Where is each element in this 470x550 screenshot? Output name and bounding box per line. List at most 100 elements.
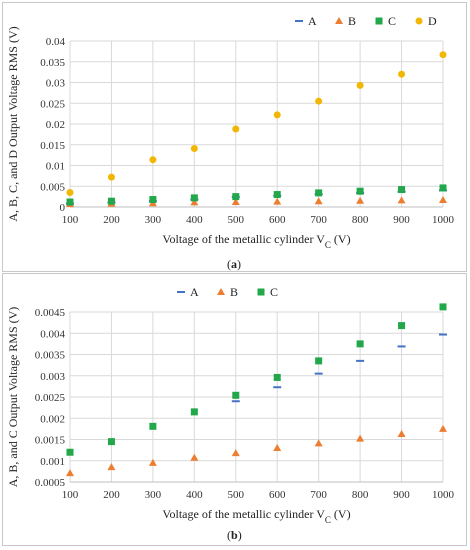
series-c-point	[398, 322, 406, 330]
series-a-point	[397, 345, 406, 348]
y-tick-label: 0.0015	[35, 435, 66, 447]
y-tick-label: 0.01	[46, 161, 65, 173]
series-c-point	[356, 340, 364, 348]
series-d-point	[190, 144, 198, 152]
caption-a-letter: a	[231, 257, 237, 271]
chart-a-svg: 0 0.005 0.01 0.015 0.02 0.025 0.03 0.035 0.04 100…	[6, 14, 455, 250]
legend-marker-a	[177, 291, 185, 293]
legend-label-d: D	[428, 14, 437, 28]
series-d-point	[232, 125, 240, 133]
x-tick-label: 500	[228, 489, 245, 501]
series-b-point	[66, 469, 74, 477]
series-d-point	[107, 173, 115, 181]
series-c-point	[439, 184, 447, 192]
series-d-point	[398, 70, 406, 78]
x-axis-title-unit: (V)	[331, 232, 351, 246]
y-tick-label: 0.0025	[35, 392, 66, 404]
series-a-point	[273, 386, 282, 389]
y-tick-label: 0.03	[46, 78, 66, 90]
y-tick-label: 0.002	[40, 413, 65, 425]
series-c-point	[315, 189, 323, 197]
series-b-point	[356, 196, 365, 204]
y-tick-label: 0.035	[40, 57, 65, 69]
series-c-point	[315, 357, 323, 365]
x-tick-label: 300	[145, 214, 162, 226]
series-b-point	[107, 463, 116, 471]
series-b-point	[148, 458, 157, 466]
caption-b: (b)	[227, 528, 242, 542]
series-d-point	[66, 188, 74, 196]
series-d-point	[273, 111, 281, 119]
x-tick-label: 700	[310, 214, 327, 226]
x-axis-title-subscript: C	[325, 240, 331, 250]
series-c-point	[66, 198, 74, 206]
y-tick-label: 0.004	[40, 328, 65, 340]
series-d-point	[149, 156, 157, 164]
y-tick-label: 0	[60, 202, 66, 214]
x-tick-label: 100	[62, 214, 79, 226]
series-b-point	[314, 439, 323, 447]
series-a-point	[439, 333, 447, 336]
x-tick-label: 500	[228, 214, 245, 226]
series-b-point	[439, 424, 447, 432]
x-tick-label: 600	[269, 214, 286, 226]
series-c-point	[107, 438, 115, 446]
x-axis-title: Voltage of the metallic cylinder VC (V)	[162, 232, 350, 250]
y-axis-title: A, B, C, and D Output Voltage RMS (V)	[6, 26, 20, 221]
series-d-point	[439, 51, 447, 59]
series-c-point	[232, 391, 240, 399]
y-tick-label: 0.001	[40, 456, 65, 468]
series-c-point	[107, 197, 115, 205]
series-b-point	[397, 196, 406, 204]
series-c-point	[398, 186, 406, 194]
series-b-point	[397, 429, 406, 437]
caption-a: (a)	[227, 257, 241, 271]
x-tick-label: 800	[352, 489, 369, 501]
x-tick-label: 200	[103, 214, 120, 226]
caption-b-letter: b	[231, 528, 238, 542]
series-b-point	[273, 197, 282, 205]
series-b-point	[190, 198, 199, 206]
series-b-point	[231, 198, 240, 206]
series-a-point	[231, 400, 240, 403]
legend-marker-c	[375, 17, 383, 25]
legend-label-c: C	[270, 285, 278, 299]
series-c-point	[149, 422, 157, 430]
y-tick-label: 0.005	[40, 181, 65, 193]
series-c-point	[273, 191, 281, 199]
series-c-point	[273, 373, 281, 381]
x-tick-label: 400	[186, 489, 203, 501]
series-a-point	[356, 359, 365, 362]
series-b-point	[273, 444, 282, 451]
x-tick-label: 900	[393, 489, 410, 501]
chart-panel-a: 0 0.005 0.01 0.015 0.02 0.025 0.03 0.035 0.04 100…	[2, 2, 467, 272]
series-b-point	[231, 449, 240, 457]
x-tick-label: 600	[269, 489, 286, 501]
x-axis-title-main: Voltage of the metallic cylinder V	[162, 232, 325, 246]
x-tick-label: 1000	[432, 489, 455, 501]
x-axis-title-main: Voltage of the metallic cylinder V	[162, 507, 325, 521]
x-tick-label: 700	[310, 489, 327, 501]
x-axis-title-unit: (V)	[331, 507, 351, 521]
y-tick-label: 0.003	[40, 371, 65, 383]
legend-marker-c	[257, 288, 265, 296]
x-tick-label: 100	[62, 489, 79, 501]
series-b-point	[356, 434, 365, 442]
legend-marker-b	[217, 288, 225, 295]
series-b-point	[190, 453, 199, 461]
series-c-point	[190, 194, 198, 202]
x-tick-label: 400	[186, 214, 203, 226]
legend-label-b: B	[348, 14, 356, 28]
y-tick-label: 0.025	[40, 98, 65, 110]
y-tick-label: 0.04	[46, 36, 66, 48]
legend-label-a: A	[308, 14, 317, 28]
series-c-point	[232, 193, 240, 201]
y-tick-label: 0.0035	[35, 350, 66, 362]
series-b-point	[439, 195, 447, 203]
legend-label-c: C	[388, 14, 396, 28]
y-axis-title: A, B, and C Output Voltage RMS (V)	[6, 307, 20, 488]
y-tick-label: 0.0005	[35, 477, 66, 489]
series-d-point	[356, 81, 364, 89]
x-tick-label: 1000	[432, 214, 455, 226]
chart-panel-b: 0.0005 0.001 0.0015 0.002 0.0025 0.003 0.0035 0…	[2, 273, 467, 546]
